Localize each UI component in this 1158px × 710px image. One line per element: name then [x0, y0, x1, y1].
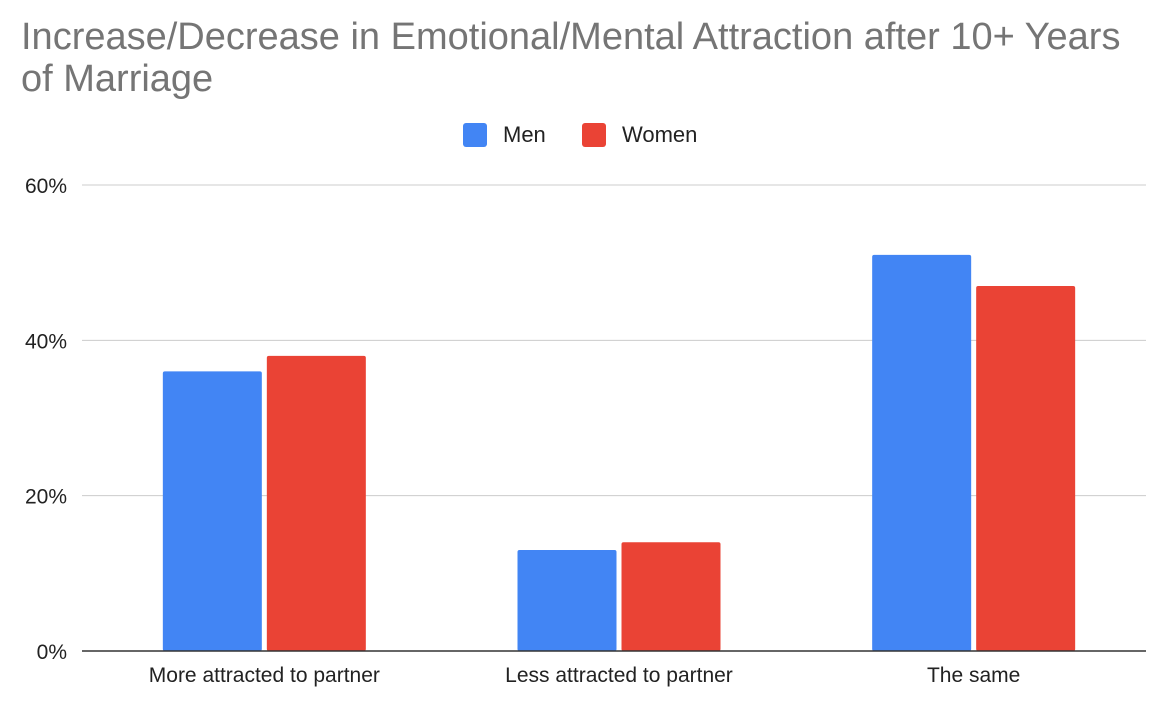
bar-men-2: [872, 254, 972, 651]
x-tick-label-1: Less attracted to partner: [505, 664, 733, 687]
bar-women-2: [976, 285, 1076, 651]
bar-men-0: [162, 371, 262, 651]
legend: Men Women: [0, 118, 1158, 152]
y-tick-label-1: 20%: [25, 486, 67, 509]
y-tick-label-2: 40%: [25, 330, 67, 353]
bar-women-1: [621, 542, 721, 651]
x-tick-label-2: The same: [927, 664, 1020, 687]
legend-swatch-men: [463, 123, 487, 147]
legend-label-men: Men: [503, 122, 546, 147]
y-tick-label-3: 60%: [25, 175, 67, 198]
legend-item-women: Women: [582, 118, 697, 152]
y-tick-label-0: 0%: [37, 641, 67, 664]
legend-swatch-women: [582, 123, 606, 147]
bar-men-1: [517, 550, 617, 651]
legend-item-men: Men: [463, 118, 546, 152]
x-tick-label-0: More attracted to partner: [149, 664, 380, 687]
bar-women-0: [266, 355, 366, 651]
legend-label-women: Women: [622, 122, 698, 147]
chart-title: Increase/Decrease in Emotional/Mental At…: [21, 16, 1121, 100]
